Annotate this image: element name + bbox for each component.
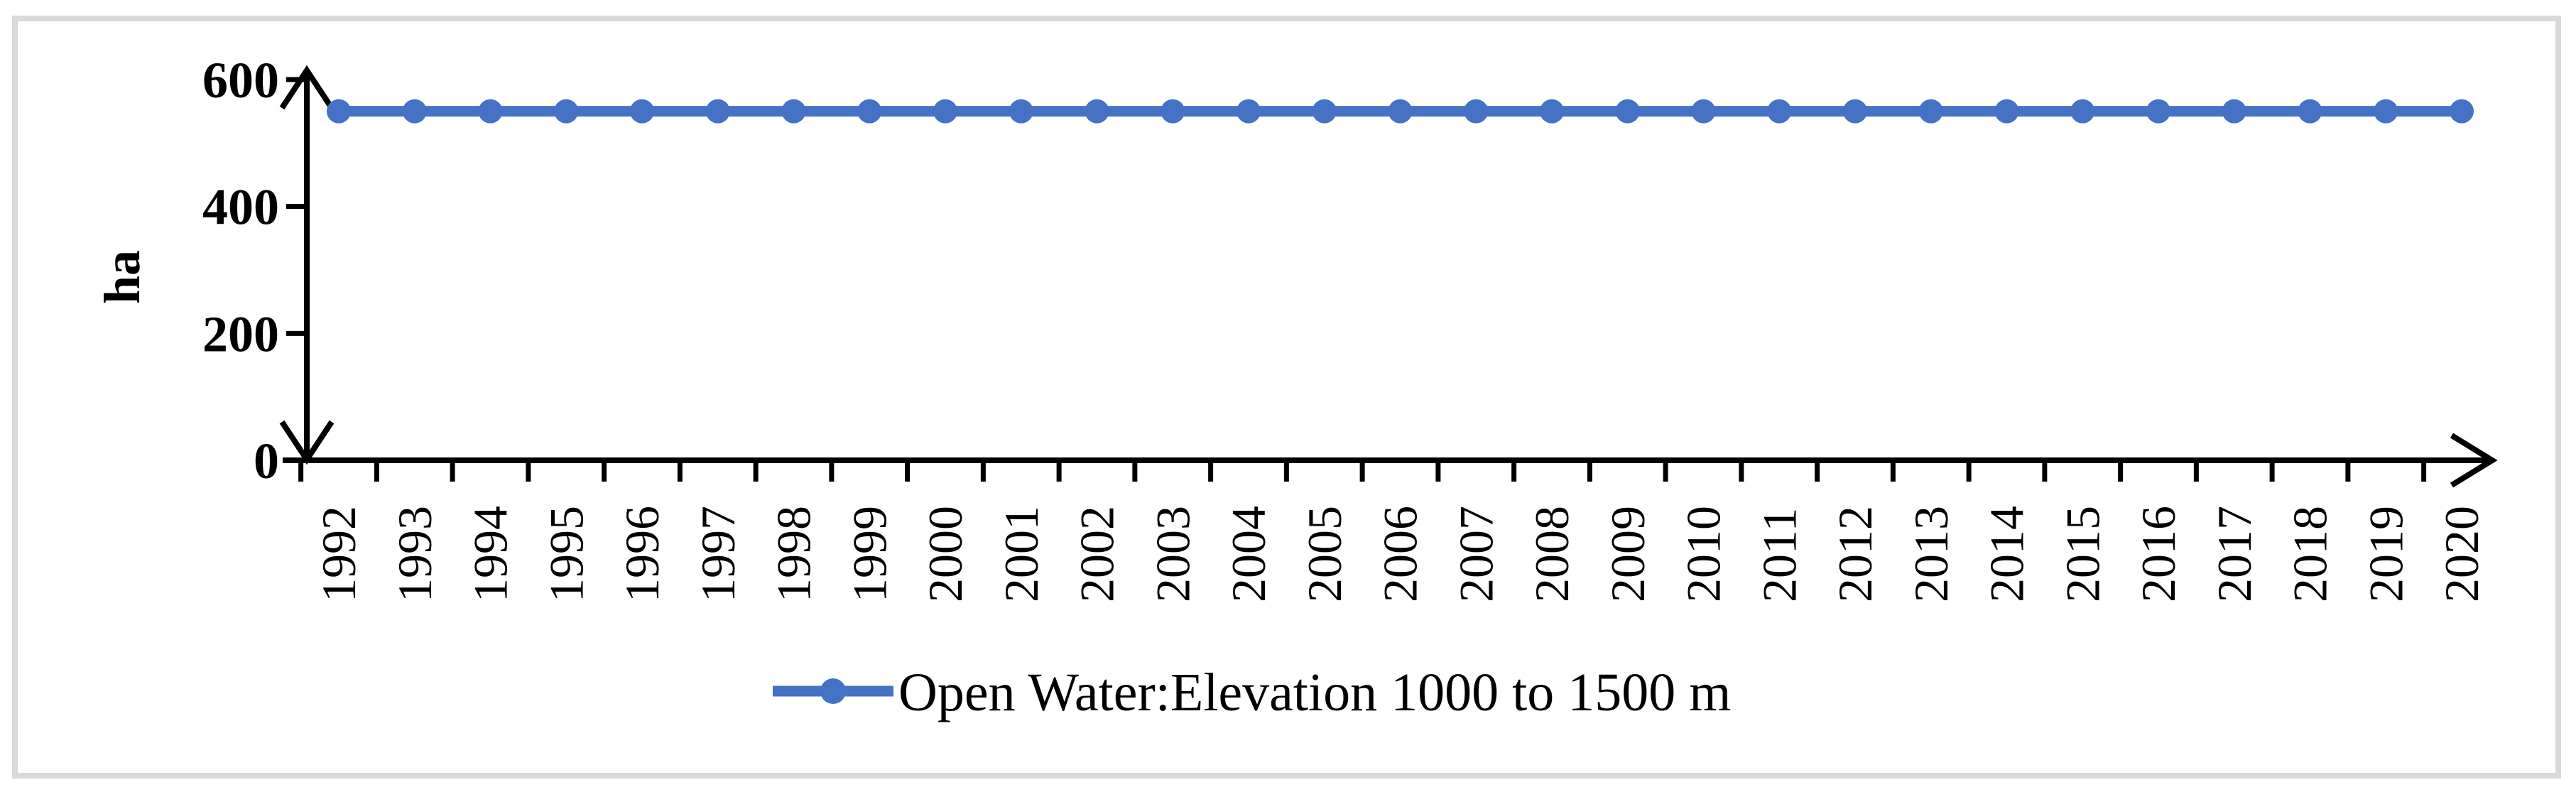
x-tick-label: 2000	[918, 506, 972, 602]
legend: Open Water:Elevation 1000 to 1500 m	[773, 663, 1731, 722]
data-point-marker	[1161, 99, 1185, 124]
x-tick-label: 1994	[464, 506, 518, 602]
y-tick-label: 400	[202, 179, 279, 236]
legend-label: Open Water:Elevation 1000 to 1500 m	[898, 663, 1731, 722]
x-tick-label: 1998	[767, 506, 821, 602]
data-point-marker	[705, 99, 730, 124]
chart-frame-border	[12, 16, 2561, 779]
data-point-marker	[1615, 99, 1640, 124]
data-point-marker	[478, 99, 503, 124]
data-point-marker	[857, 99, 882, 124]
series-layer	[327, 99, 2474, 124]
data-point-marker	[1312, 99, 1337, 124]
data-point-marker	[1085, 99, 1109, 124]
y-tick-label: 600	[202, 52, 279, 109]
x-tick-label: 1992	[312, 506, 366, 602]
x-tick-label: 2020	[2435, 506, 2489, 602]
data-point-marker	[2070, 99, 2095, 124]
data-point-marker	[2298, 99, 2322, 124]
y-axis-arrowhead-top	[279, 65, 335, 110]
x-tick-label: 2002	[1070, 506, 1124, 602]
x-tick-label: 1996	[615, 506, 669, 602]
data-point-marker	[1843, 99, 1867, 124]
y-axis-title: ha	[94, 250, 151, 304]
y-tick-label: 0	[254, 433, 279, 489]
x-tick-label: 2011	[1752, 508, 1806, 602]
x-tick-label: 2017	[2207, 506, 2261, 602]
x-tick-label: 2010	[1677, 506, 1731, 602]
data-point-marker	[933, 99, 957, 124]
x-tick-label: 2004	[1222, 506, 1276, 602]
data-point-marker	[1767, 99, 1792, 124]
data-point-marker	[781, 99, 806, 124]
data-point-marker	[1388, 99, 1413, 124]
data-point-marker	[1918, 99, 1943, 124]
data-point-marker	[554, 99, 579, 124]
axes-layer: 0 200 400 600 1992 1993 1994 1995 1996 1997 1998 19…	[202, 52, 2498, 602]
x-tick-label: 2001	[994, 506, 1048, 602]
data-point-marker	[2450, 99, 2474, 124]
x-tick-label: 2019	[2359, 506, 2413, 602]
x-tick-label: 2018	[2283, 506, 2337, 602]
data-point-marker	[327, 99, 351, 124]
data-point-marker	[630, 99, 654, 124]
data-point-marker	[1009, 99, 1033, 124]
x-tick-label: 1999	[842, 506, 896, 602]
x-tick-label: 1993	[388, 506, 442, 602]
x-tick-label: 2009	[1601, 506, 1655, 602]
x-tick-label: 2003	[1146, 506, 1200, 602]
x-tick-label: 1997	[691, 506, 745, 602]
x-tick-label: 1995	[539, 506, 593, 602]
x-axis-arrowhead-right	[2450, 433, 2498, 488]
y-tick-label: 200	[202, 305, 279, 362]
x-tick-label: 2013	[1904, 506, 1958, 602]
data-point-marker	[2222, 99, 2246, 124]
x-tick-label: 2007	[1449, 506, 1503, 602]
data-point-marker	[2374, 99, 2398, 124]
x-tick-label: 2014	[1980, 506, 2034, 602]
data-point-marker	[1464, 99, 1489, 124]
data-point-marker	[1691, 99, 1716, 124]
data-point-marker	[402, 99, 427, 124]
data-point-marker	[1994, 99, 2019, 124]
data-point-marker	[1540, 99, 1564, 124]
x-tick-label: 2008	[1525, 506, 1579, 602]
x-tick-label: 2016	[2131, 506, 2185, 602]
legend-marker-icon	[820, 678, 846, 704]
x-tick-label: 2012	[1828, 506, 1882, 602]
data-point-marker	[1237, 99, 1261, 124]
x-tick-label: 2006	[1374, 506, 1428, 602]
data-point-marker	[2146, 99, 2170, 124]
x-tick-label: 2005	[1298, 506, 1352, 602]
x-tick-label: 2015	[2055, 506, 2109, 602]
